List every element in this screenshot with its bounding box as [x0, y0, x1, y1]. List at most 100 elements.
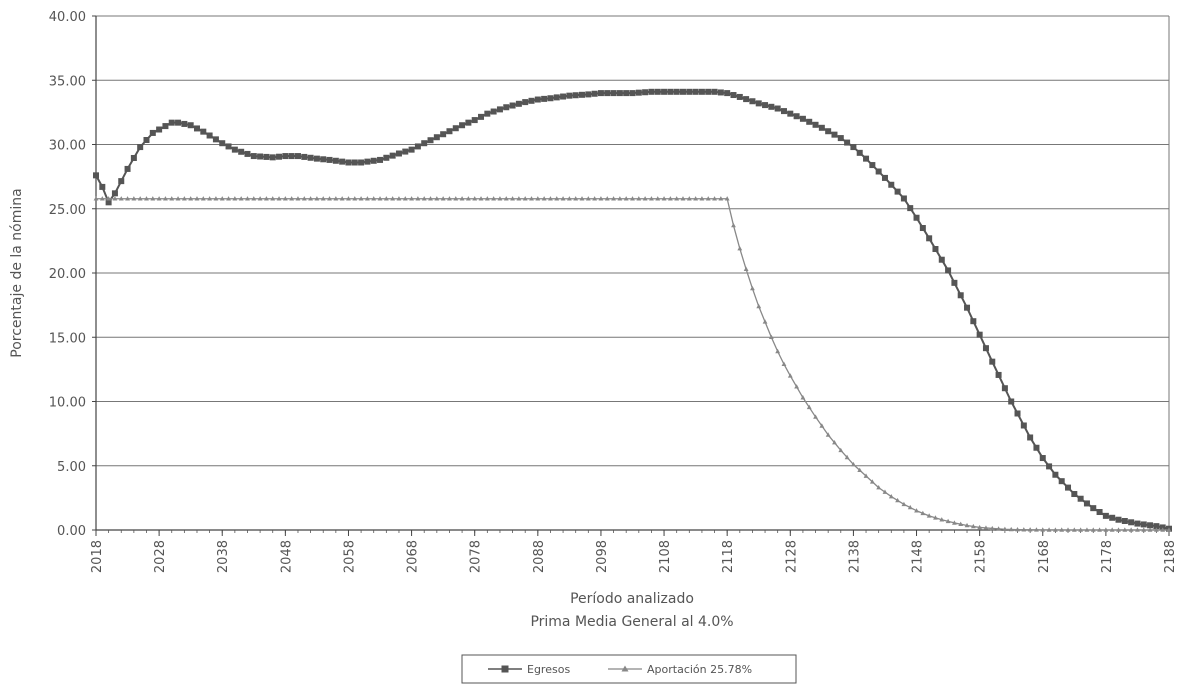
point-aportacion [301, 196, 307, 201]
point-egresos [471, 117, 478, 124]
point-egresos [932, 246, 939, 253]
point-egresos [528, 97, 535, 104]
point-aportacion [333, 196, 339, 201]
point-egresos [692, 88, 699, 95]
point-egresos [812, 121, 819, 128]
point-egresos [156, 126, 163, 133]
point-egresos [818, 124, 825, 131]
point-aportacion [327, 196, 332, 201]
point-egresos [705, 88, 712, 95]
point-egresos [926, 235, 933, 242]
point-egresos [1109, 514, 1116, 521]
point-egresos [175, 119, 182, 126]
point-aportacion [674, 196, 680, 201]
series-line-aportacion [96, 198, 1169, 531]
point-egresos [717, 89, 724, 96]
point-egresos [755, 100, 762, 107]
point-egresos [496, 106, 503, 113]
point-egresos [459, 122, 466, 129]
x-tick-label: 2068 [406, 540, 421, 573]
point-aportacion [339, 196, 345, 201]
point-egresos [206, 132, 213, 139]
point-egresos [1027, 434, 1034, 441]
point-aportacion [207, 196, 213, 201]
point-aportacion [402, 196, 408, 201]
y-tick-label: 30.00 [49, 139, 86, 154]
point-egresos [900, 195, 907, 202]
point-egresos [219, 140, 226, 147]
x-tick-label: 2038 [216, 540, 231, 573]
point-aportacion [447, 196, 452, 201]
point-egresos [301, 153, 308, 160]
point-aportacion [181, 196, 187, 201]
point-aportacion [213, 196, 219, 201]
x-tick-label: 2108 [658, 540, 673, 573]
legend-label-egresos: Egresos [527, 663, 570, 676]
point-aportacion [440, 196, 446, 201]
point-egresos [654, 88, 661, 95]
x-tick-label: 2128 [784, 540, 799, 573]
point-aportacion [813, 414, 818, 419]
point-egresos [642, 89, 649, 96]
point-aportacion [762, 319, 768, 324]
point-aportacion [1059, 527, 1065, 532]
point-aportacion [750, 285, 755, 291]
point-egresos [1128, 519, 1135, 526]
point-egresos [1134, 520, 1141, 527]
point-egresos [408, 146, 415, 153]
point-egresos [579, 91, 586, 98]
x-tick-label: 2188 [1163, 540, 1178, 573]
point-egresos [964, 304, 971, 311]
point-egresos [863, 155, 870, 162]
point-aportacion [522, 196, 528, 201]
point-egresos [806, 118, 813, 125]
point-egresos [433, 134, 440, 141]
point-egresos [1121, 518, 1128, 524]
point-aportacion [1078, 527, 1084, 532]
point-egresos [825, 128, 832, 135]
point-egresos [698, 88, 705, 95]
point-aportacion [699, 196, 705, 201]
series-line-egresos [95, 90, 1170, 530]
point-egresos [711, 88, 718, 95]
legend: Egresos Aportación 25.78% [461, 654, 797, 684]
point-aportacion [794, 384, 800, 389]
point-aportacion [289, 196, 295, 201]
point-egresos [1052, 471, 1059, 478]
point-egresos [440, 131, 447, 138]
point-egresos [446, 128, 453, 135]
point-aportacion [832, 440, 837, 445]
point-egresos [945, 267, 952, 274]
point-aportacion [188, 196, 194, 201]
point-egresos [522, 99, 529, 106]
point-egresos [1001, 385, 1008, 392]
point-egresos [1147, 522, 1154, 529]
point-aportacion [566, 196, 572, 201]
point-egresos [162, 123, 169, 130]
point-egresos [970, 318, 977, 325]
point-egresos [881, 174, 888, 181]
point-egresos [743, 96, 750, 103]
point-aportacion [251, 196, 257, 201]
point-aportacion [888, 493, 894, 499]
point-egresos [231, 146, 238, 153]
point-egresos [93, 172, 99, 179]
x-tick-label: 2058 [342, 540, 357, 573]
point-egresos [257, 153, 264, 160]
legend-marker-triangle-icon [621, 665, 629, 672]
point-egresos [181, 120, 188, 127]
point-aportacion [876, 485, 882, 490]
point-aportacion [1002, 526, 1008, 532]
x-tick-label: 2118 [721, 540, 736, 573]
point-aportacion [554, 196, 560, 201]
point-aportacion [1166, 527, 1172, 532]
point-aportacion [806, 404, 812, 410]
y-tick-labels: 0.00 5.00 10.00 15.00 20.00 25.00 30.00 35.00 40… [49, 10, 86, 539]
point-egresos [326, 156, 333, 163]
point-aportacion [851, 461, 856, 467]
point-aportacion [1027, 527, 1033, 532]
point-aportacion [914, 508, 919, 513]
point-aportacion [308, 196, 313, 201]
point-egresos [168, 119, 175, 126]
point-egresos [995, 371, 1002, 378]
